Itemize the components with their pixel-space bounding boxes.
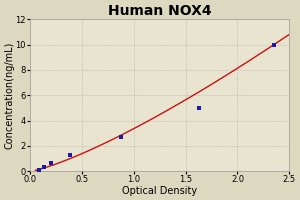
X-axis label: Optical Density: Optical Density	[122, 186, 197, 196]
Point	[119, 135, 124, 139]
Point	[36, 169, 41, 172]
Y-axis label: Concentration(ng/mL): Concentration(ng/mL)	[4, 42, 14, 149]
Point	[41, 166, 46, 169]
Point	[271, 43, 276, 46]
Point	[197, 106, 202, 110]
Title: Human NOX4: Human NOX4	[108, 4, 212, 18]
Point	[67, 154, 72, 157]
Point	[49, 161, 53, 165]
